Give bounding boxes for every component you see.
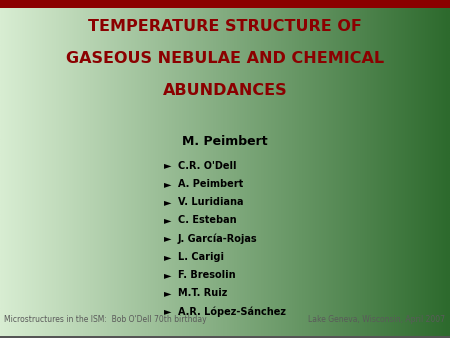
Text: Lake Geneva, Wisconsin, April 2007: Lake Geneva, Wisconsin, April 2007 — [309, 315, 446, 324]
Text: L. Carigi: L. Carigi — [178, 252, 224, 262]
Bar — [0, 0, 450, 8]
Text: ►: ► — [163, 270, 171, 280]
Text: V. Luridiana: V. Luridiana — [178, 197, 243, 207]
Text: A.R. López-Sánchez: A.R. López-Sánchez — [178, 307, 286, 317]
Text: TEMPERATURE STRUCTURE OF: TEMPERATURE STRUCTURE OF — [88, 19, 362, 33]
Text: ABUNDANCES: ABUNDANCES — [163, 83, 287, 98]
Text: J. García-Rojas: J. García-Rojas — [178, 234, 257, 244]
Text: ►: ► — [163, 307, 171, 317]
Text: ►: ► — [163, 215, 171, 225]
Text: ►: ► — [163, 197, 171, 207]
Text: ►: ► — [163, 161, 171, 171]
Text: ►: ► — [163, 179, 171, 189]
Text: GASEOUS NEBULAE AND CHEMICAL: GASEOUS NEBULAE AND CHEMICAL — [66, 51, 384, 66]
Text: ►: ► — [163, 234, 171, 244]
Text: ►: ► — [163, 288, 171, 298]
Text: Microstructures in the ISM:  Bob O'Dell 70th birthday: Microstructures in the ISM: Bob O'Dell 7… — [4, 315, 207, 324]
Text: ►: ► — [163, 252, 171, 262]
Text: C.R. O'Dell: C.R. O'Dell — [178, 161, 236, 171]
Text: M.T. Ruiz: M.T. Ruiz — [178, 288, 227, 298]
Text: C. Esteban: C. Esteban — [178, 215, 236, 225]
Text: M. Peimbert: M. Peimbert — [182, 135, 268, 148]
Bar — [0, 336, 450, 338]
Text: A. Peimbert: A. Peimbert — [178, 179, 243, 189]
Text: F. Bresolin: F. Bresolin — [178, 270, 235, 280]
